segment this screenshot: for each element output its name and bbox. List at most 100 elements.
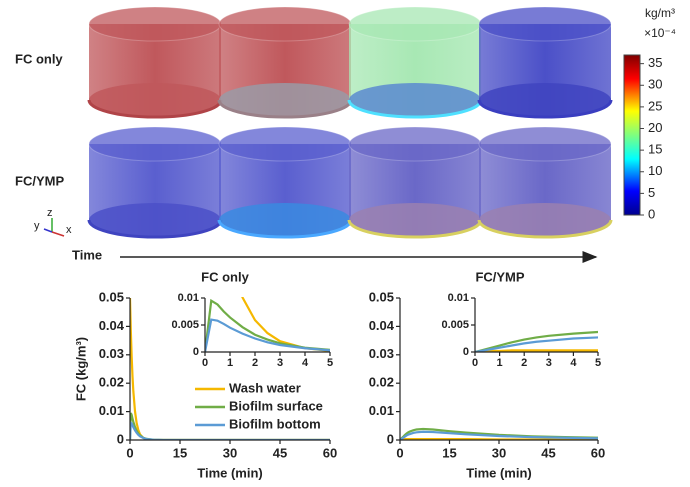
y-tick-label: 0.02	[369, 375, 394, 390]
y-tick-label: 0	[193, 346, 199, 358]
cylinder-rim	[87, 99, 223, 119]
x-tick-label: 4	[570, 357, 577, 369]
y-tick-label: 0.05	[99, 289, 124, 304]
cylinder-bottom	[89, 203, 221, 237]
x-tick-label: 2	[521, 357, 527, 369]
legend-label: Biofilm surface	[229, 398, 323, 413]
cylinder-rim	[347, 219, 483, 239]
y-tick-label: 0	[463, 346, 469, 358]
cylinder-top	[478, 126, 612, 162]
series-line	[130, 421, 330, 440]
y-tick-label: 0.01	[448, 292, 469, 304]
cylinder-bottom	[89, 83, 221, 117]
colorbar-tick-label: 30	[648, 77, 662, 92]
x-tick-label: 30	[492, 445, 506, 460]
colorbar	[623, 54, 641, 216]
cylinder-bottom	[479, 83, 611, 117]
triad-label: x	[66, 224, 72, 236]
triad-label: z	[47, 207, 53, 219]
x-tick-label: 5	[327, 357, 333, 369]
x-tick-label: 5	[595, 357, 601, 369]
cylinder-top	[88, 6, 222, 42]
plot-area	[400, 427, 598, 440]
time-label: Time	[72, 247, 102, 262]
x-axis-label: Time (min)	[197, 465, 263, 480]
cylinder	[87, 6, 223, 119]
cylinder-top	[218, 126, 352, 162]
y-tick-label: 0.01	[178, 292, 199, 304]
cylinder-rim	[477, 99, 613, 119]
colorbar-tick-label: 15	[648, 142, 662, 157]
inset-background	[475, 298, 598, 352]
cylinder-top	[348, 6, 482, 42]
chart-title: FC only	[201, 269, 249, 284]
plot-area	[205, 297, 330, 352]
cylinder-top	[88, 126, 222, 162]
cylinder	[217, 126, 353, 239]
legend-label: Wash water	[229, 380, 301, 395]
cylinder-top	[348, 126, 482, 162]
cylinder-bottom	[479, 203, 611, 237]
cylinder	[87, 126, 223, 239]
legend-label: Biofilm bottom	[229, 416, 321, 431]
triad-label: y	[34, 220, 40, 232]
x-tick-label: 1	[497, 357, 503, 369]
y-tick-label: 0.05	[369, 289, 394, 304]
x-tick-label: 3	[546, 357, 552, 369]
y-tick-label: 0.04	[369, 318, 395, 333]
series-line	[475, 349, 598, 352]
x-tick-label: 1	[227, 357, 233, 369]
plot-area	[130, 297, 330, 440]
x-axis-label: Time (min)	[466, 465, 532, 480]
axes	[399, 298, 598, 441]
cylinder	[477, 6, 613, 119]
y-tick-label: 0	[117, 431, 124, 446]
series-line	[475, 336, 598, 352]
y-tick-label: 0.03	[99, 346, 124, 361]
x-tick-label: 3	[277, 357, 283, 369]
row-label: FC/YMP	[15, 173, 64, 188]
cylinder-rim	[217, 99, 353, 119]
axes	[474, 298, 598, 353]
cylinder-bottom	[219, 83, 351, 117]
x-tick-label: 0	[126, 445, 133, 460]
x-tick-label: 0	[472, 357, 478, 369]
colorbar-tick-label: 0	[648, 206, 655, 221]
x-tick-label: 30	[223, 445, 237, 460]
colorbar-tick-label: 35	[648, 55, 662, 70]
colorbar-tick-label: 10	[648, 163, 662, 178]
x-tick-label: 45	[541, 445, 555, 460]
axes	[204, 298, 330, 353]
x-tick-label: 45	[273, 445, 287, 460]
chart-title: FC/YMP	[475, 269, 524, 284]
series-line	[205, 318, 330, 352]
y-axis-label: FC (kg/m³)	[73, 337, 88, 401]
x-tick-label: 0	[202, 357, 208, 369]
series-line	[475, 330, 598, 352]
cylinder-top	[218, 6, 352, 42]
x-tick-label: 15	[173, 445, 187, 460]
cylinder	[477, 126, 613, 239]
x-tick-label: 2	[252, 357, 258, 369]
colorbar-unit: kg/m³	[645, 6, 675, 20]
colorbar-tick-label: 20	[648, 120, 662, 135]
cylinder	[347, 126, 483, 239]
cylinder-bottom	[219, 203, 351, 237]
series-line	[400, 430, 598, 440]
cylinder-bottom	[349, 83, 481, 117]
plot-area	[475, 330, 598, 352]
y-tick-label: 0.01	[99, 403, 124, 418]
colorbar-tick-label: 25	[648, 98, 662, 113]
cylinder	[217, 6, 353, 119]
axis-triad: y z x	[34, 207, 72, 237]
cylinder-top	[478, 6, 612, 42]
x-tick-label: 15	[442, 445, 456, 460]
x-tick-label: 0	[396, 445, 403, 460]
colorbar-scale: ×10⁻⁴	[644, 26, 676, 40]
x-tick-label: 60	[591, 445, 605, 460]
x-tick-label: 60	[323, 445, 337, 460]
y-tick-label: 0.01	[369, 403, 394, 418]
row-label: FC only	[15, 51, 63, 66]
y-tick-label: 0.005	[171, 319, 199, 331]
